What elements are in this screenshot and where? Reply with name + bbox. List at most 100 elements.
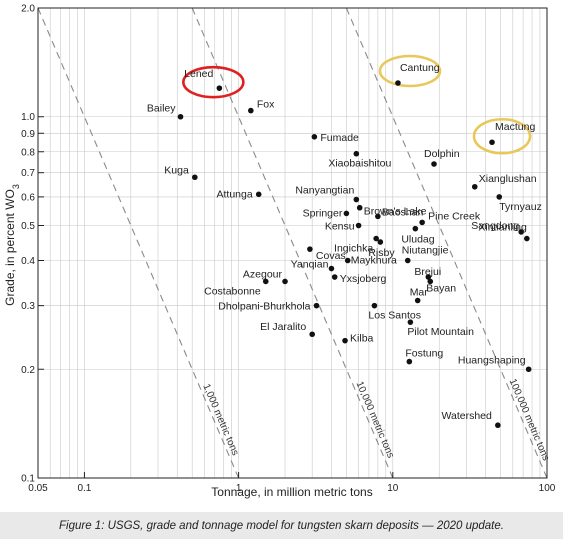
deposit-point [495, 422, 501, 429]
deposit-point [375, 213, 381, 220]
deposit-label: Sangdong [471, 220, 519, 232]
contour-line [345, 7, 548, 479]
deposit-point [431, 161, 437, 167]
deposit-point [412, 225, 419, 232]
deposit-point [248, 107, 254, 114]
figure-caption-bar: Figure 1: USGS, grade and tonnage model … [0, 512, 563, 539]
deposit-point [342, 337, 348, 344]
x-tick-label: 10 [387, 483, 399, 494]
x-axis-label: Tonnage, in million metric tons [211, 485, 372, 499]
contour-line [191, 7, 394, 479]
deposit-label: Dholpani-Bhurkhola [218, 301, 310, 313]
data-points [177, 80, 532, 429]
deposit-label: Brejui [414, 266, 441, 278]
deposit-point [328, 265, 335, 272]
deposit-label: Kilba [350, 333, 374, 345]
deposit-point [518, 229, 524, 235]
deposit-label: Attunga [217, 188, 253, 200]
deposit-point [353, 196, 360, 203]
deposit-label: Lened [184, 68, 213, 80]
deposit-label: Covas [316, 250, 346, 262]
deposit-point [407, 319, 414, 325]
deposit-label: Mar [410, 286, 429, 298]
deposit-point [311, 134, 318, 140]
deposit-label: Fox [257, 99, 275, 111]
deposit-point [192, 174, 198, 181]
highlight-ellipse [378, 54, 442, 88]
figure-caption: Figure 1: USGS, grade and tonnage model … [59, 519, 504, 532]
deposit-point [425, 274, 432, 280]
deposit-point [216, 85, 223, 91]
deposit-label: Baoshan [382, 206, 424, 218]
y-tick-label: 2.0 [21, 4, 35, 15]
deposit-label: Yxsjoberg [340, 273, 387, 285]
deposit-point [255, 191, 262, 198]
deposit-point [309, 331, 315, 338]
deposit-point [524, 235, 530, 242]
deposit-label: Huangshaping [458, 354, 526, 366]
deposit-label: Kuga [164, 164, 189, 176]
deposit-point [395, 80, 401, 86]
plot-border [37, 7, 548, 479]
y-tick-label: 0.3 [21, 301, 35, 312]
deposit-label: Pilot Mountain [407, 326, 474, 338]
highlight-ellipse [472, 117, 532, 155]
deposit-label: Uludag [401, 234, 434, 246]
deposit-label: Bailey [147, 103, 176, 115]
deposit-label: Xiaobaishitou [328, 158, 391, 170]
deposit-label: Xianglushan [479, 173, 537, 185]
deposit-point [177, 113, 184, 120]
deposit-point [343, 210, 350, 217]
y-tick-label: 0.5 [21, 221, 35, 232]
deposit-label: Dolphin [424, 148, 460, 160]
point-labels: Lened Bailey Fox Cantung Mactung Fumade Dolphi… [147, 62, 542, 422]
highlight-ellipses [182, 54, 532, 155]
deposit-point [356, 204, 363, 211]
deposit-label: Risby [368, 247, 395, 259]
deposit-label: Yanqian [291, 259, 329, 271]
x-tick-label: 0.1 [77, 483, 91, 494]
y-axis-label: Grade, in percent WO3 [3, 184, 21, 306]
deposit-label: Pine Creek [428, 210, 481, 222]
plot-frame [37, 7, 548, 479]
deposit-label: Costabonne [204, 285, 261, 297]
x-tick-label: 100 [539, 483, 556, 494]
deposit-point [373, 235, 379, 242]
deposit-point [353, 150, 360, 157]
deposit-point [427, 278, 434, 285]
deposit-point [262, 278, 269, 285]
deposit-point [489, 139, 495, 146]
gridlines [38, 8, 547, 478]
deposit-point [282, 278, 288, 285]
deposit-label: Fostung [405, 348, 443, 360]
deposit-label: Springer [303, 207, 343, 219]
y-tick-label: 0.2 [21, 365, 35, 376]
x-tick-label: 0.05 [28, 483, 48, 494]
deposit-label: Maykhura [351, 255, 397, 267]
deposit-point [496, 194, 503, 200]
y-tick-label: 1.0 [21, 112, 35, 123]
deposit-point [406, 358, 413, 365]
deposit-point [419, 219, 425, 226]
y-tick-label: 0.7 [21, 168, 35, 179]
deposit-label: Kensu [325, 220, 355, 232]
deposit-label: Tyrnyauz [499, 201, 542, 213]
deposit-point [414, 297, 421, 304]
contour-line [37, 7, 240, 479]
x-tick-label: 1 [236, 483, 242, 494]
deposit-label: El Jaralito [260, 321, 306, 333]
deposit-label: Los Santos [368, 310, 421, 322]
deposit-point [471, 183, 478, 190]
y-tick-label: 0.1 [21, 474, 35, 485]
highlight-ellipse [182, 65, 245, 99]
deposit-point [344, 257, 351, 264]
deposit-point [307, 246, 313, 252]
y-tick-label: 0.9 [21, 129, 35, 140]
deposit-label: Cantung [400, 62, 440, 74]
deposit-point [331, 274, 338, 280]
deposit-label: Bayan [426, 282, 456, 294]
deposit-point [313, 302, 320, 309]
y-tick-label: 0.4 [21, 256, 35, 267]
deposit-label: Brown's Lake [364, 206, 427, 218]
deposit-point [355, 222, 362, 229]
